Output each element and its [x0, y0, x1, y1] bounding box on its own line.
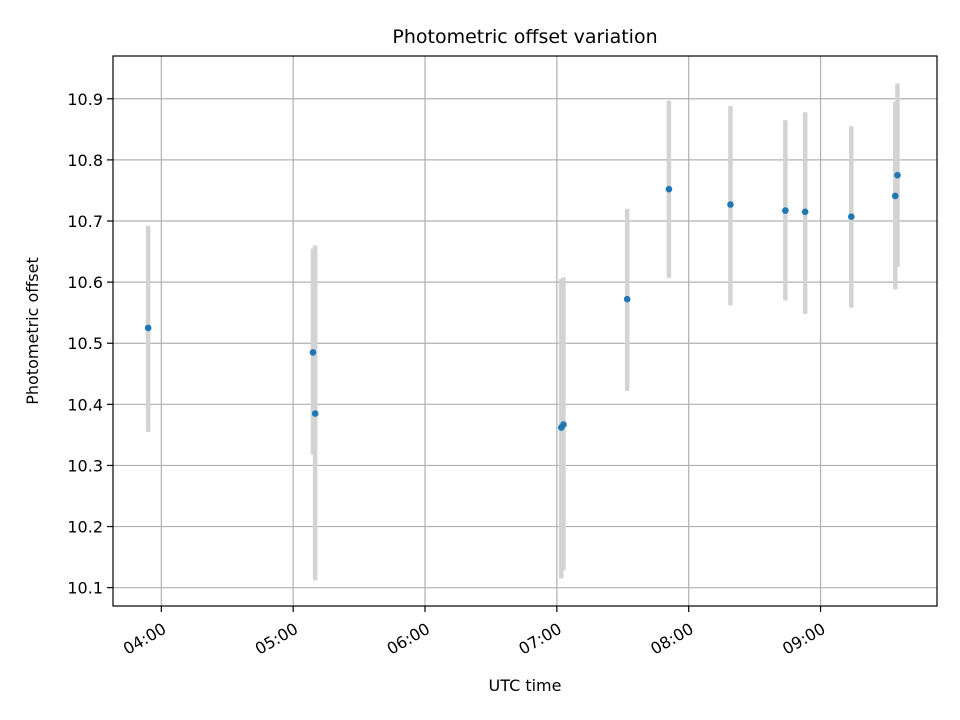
data-point	[848, 213, 855, 221]
y-tick-label: 10.7	[67, 212, 103, 231]
data-point	[891, 192, 899, 200]
y-tick-label: 10.6	[67, 273, 103, 292]
chart-title: Photometric offset variation	[392, 26, 657, 48]
y-tick-label: 10.8	[67, 151, 103, 170]
data-point	[623, 295, 631, 303]
data-point	[309, 349, 317, 356]
data-point	[665, 185, 673, 193]
y-axis-title: Photometric offset	[23, 257, 42, 405]
plot-frame	[112, 55, 938, 607]
y-tick-label: 10.5	[67, 334, 103, 353]
y-axis-ticks: 10.1 10.2 10.3 10.4 10.5 10.6 10.7 10.8 10.9	[67, 90, 113, 598]
data-point	[144, 324, 152, 332]
data-point	[782, 207, 789, 214]
y-tick-label: 10.4	[67, 395, 103, 414]
data-point	[801, 208, 809, 216]
y-tick-label: 10.2	[67, 518, 103, 537]
y-tick-label: 10.9	[67, 90, 103, 109]
y-tick-label: 10.1	[67, 579, 103, 598]
data-point	[727, 201, 734, 208]
data-point	[560, 421, 567, 428]
y-tick-label: 10.3	[67, 456, 103, 475]
data-point	[894, 171, 901, 179]
x-axis-title: UTC time	[489, 676, 562, 695]
data-point	[311, 410, 319, 417]
data-points	[144, 171, 901, 431]
grid	[113, 56, 937, 606]
